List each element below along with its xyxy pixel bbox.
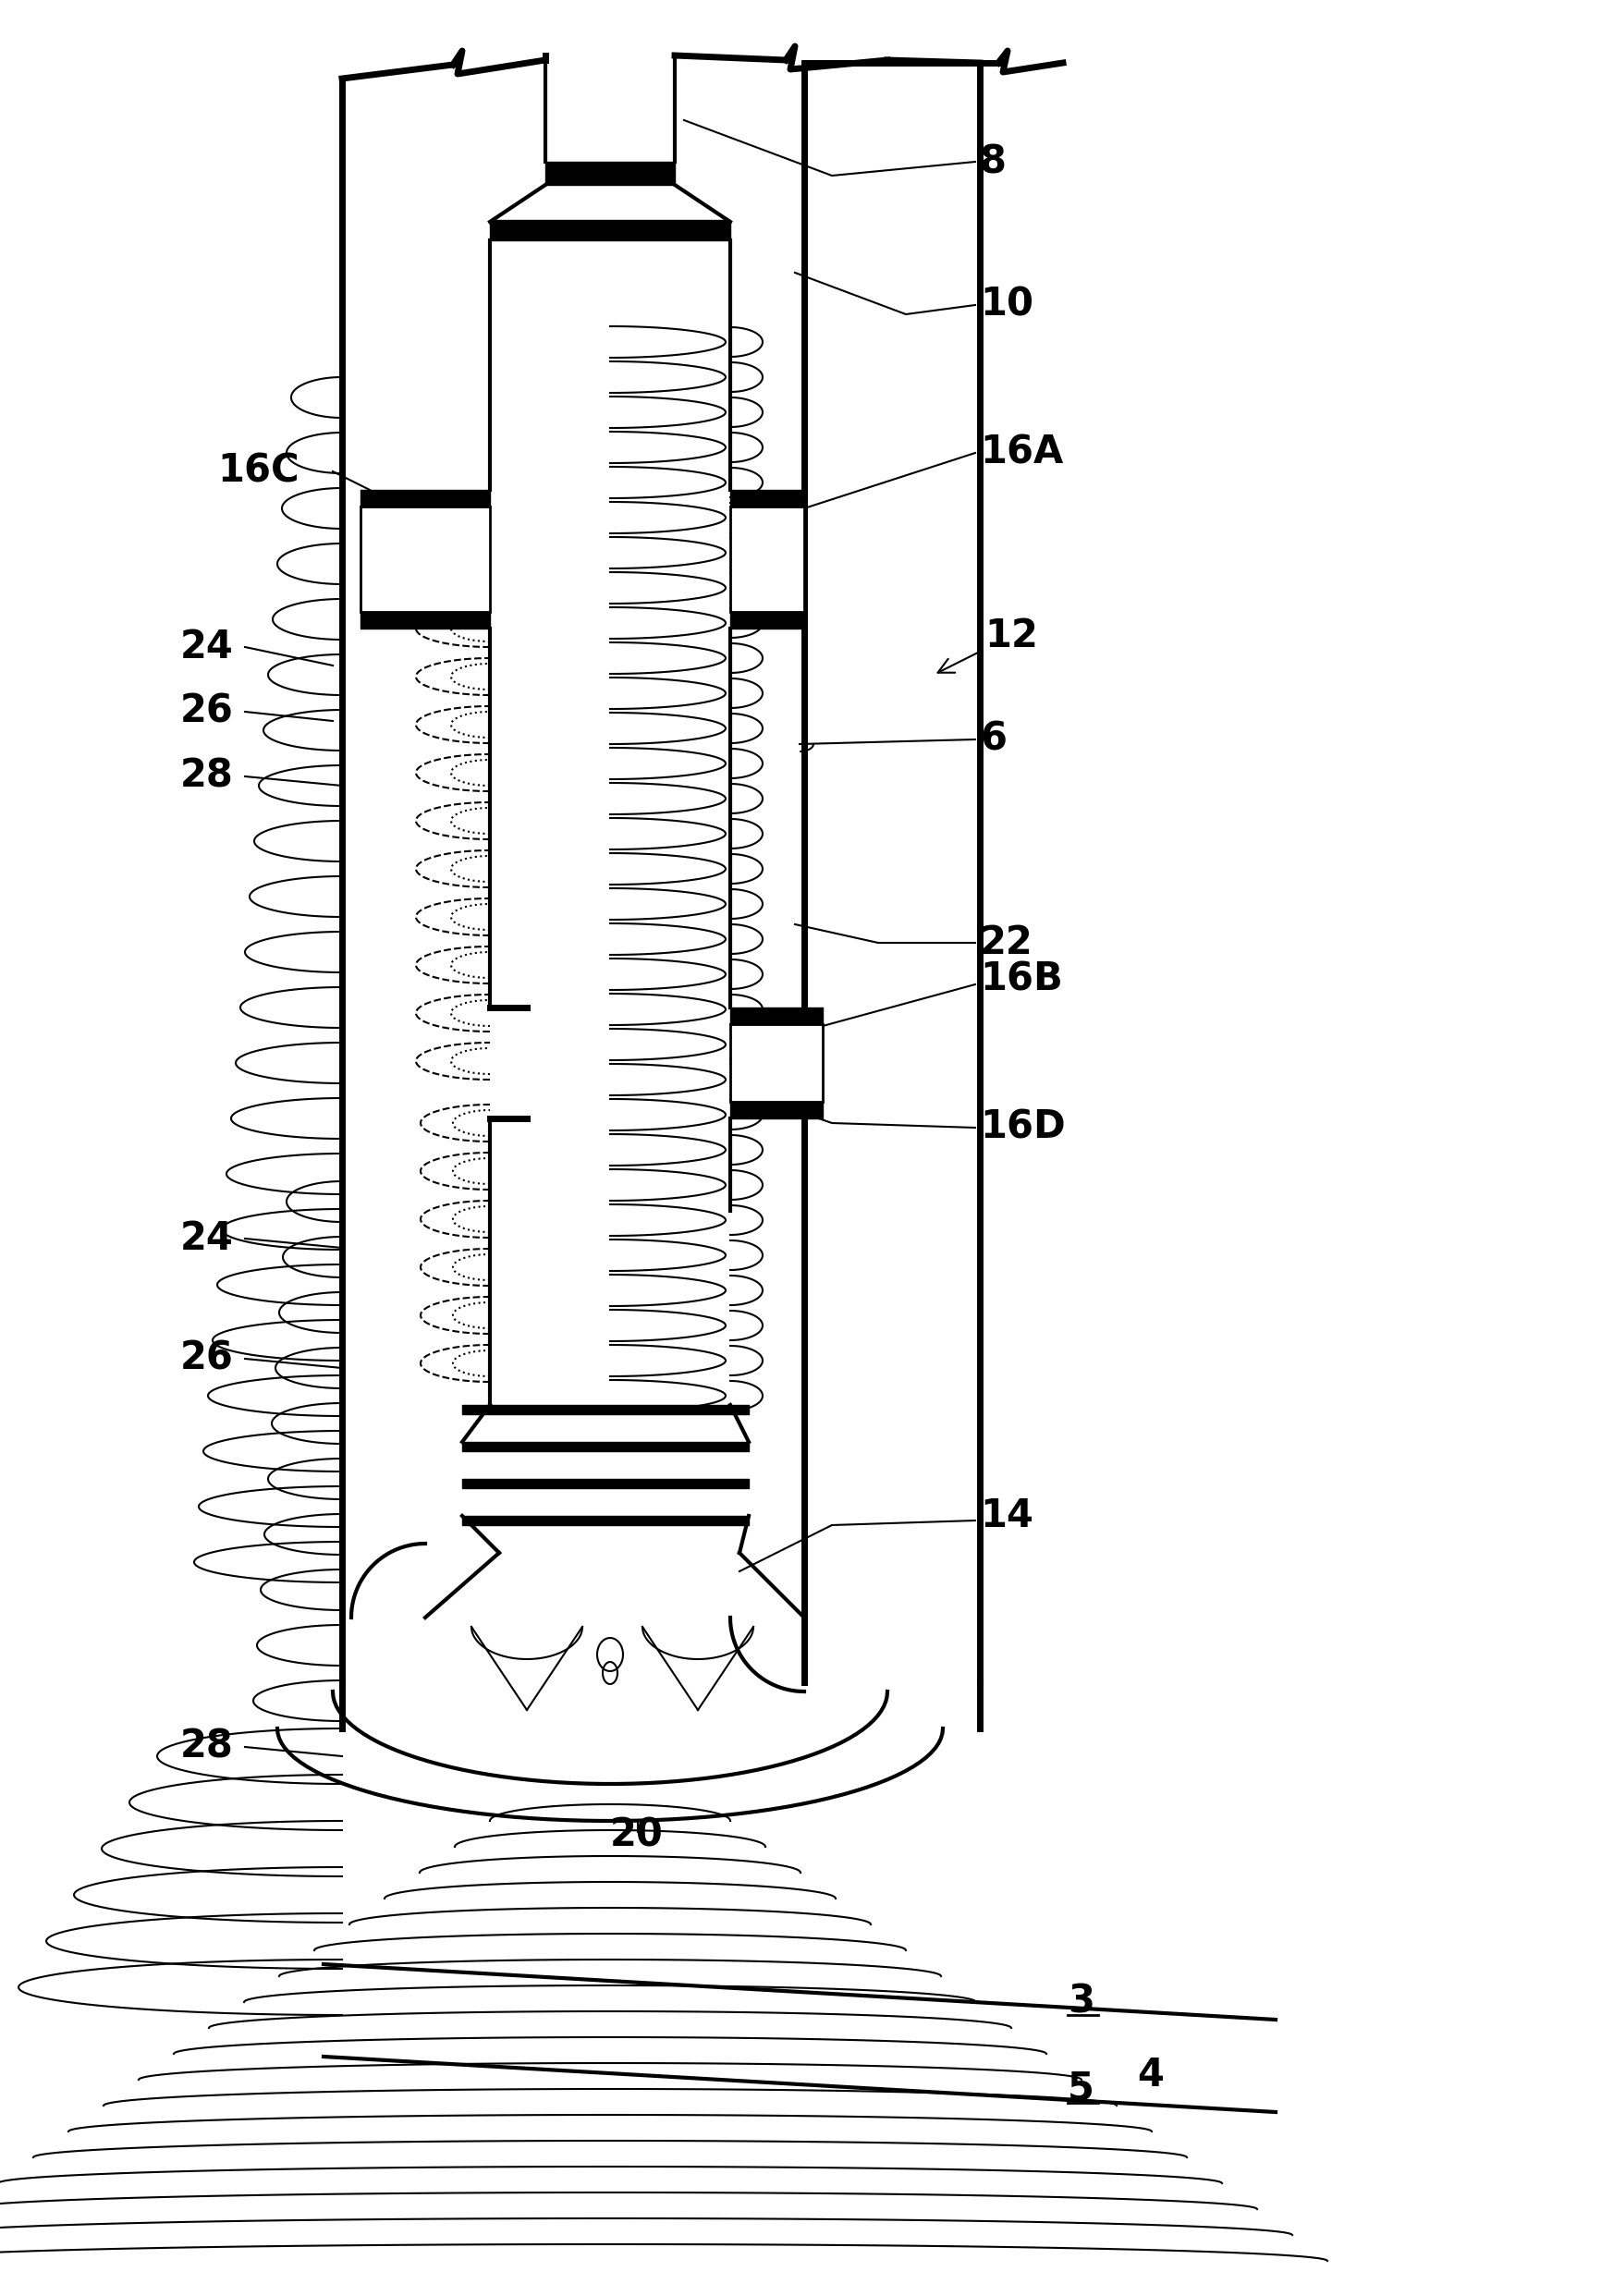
Text: 16B: 16B bbox=[980, 960, 1061, 999]
Text: 26: 26 bbox=[181, 1339, 234, 1378]
Text: 28: 28 bbox=[181, 758, 234, 797]
Text: 26: 26 bbox=[181, 693, 234, 730]
Text: 16A: 16A bbox=[980, 434, 1063, 473]
Text: 28: 28 bbox=[181, 1727, 234, 1766]
Text: 3: 3 bbox=[1066, 1981, 1093, 2020]
Text: 16D: 16D bbox=[980, 1109, 1065, 1148]
Text: 16C: 16C bbox=[218, 452, 299, 491]
Text: 24: 24 bbox=[181, 627, 234, 666]
Text: 4: 4 bbox=[1137, 2055, 1162, 2094]
Text: 22: 22 bbox=[980, 923, 1033, 962]
Text: 24: 24 bbox=[181, 1219, 234, 1258]
Text: 8: 8 bbox=[980, 142, 1005, 181]
Bar bbox=[730, 1024, 823, 1102]
Text: 10: 10 bbox=[980, 285, 1033, 324]
Text: 20: 20 bbox=[610, 1816, 663, 1855]
Bar bbox=[360, 507, 490, 613]
Bar bbox=[730, 507, 804, 613]
Text: 5: 5 bbox=[1066, 2069, 1093, 2108]
Text: 14: 14 bbox=[980, 1497, 1033, 1536]
Text: 12: 12 bbox=[937, 618, 1037, 673]
Text: 6: 6 bbox=[980, 721, 1005, 760]
